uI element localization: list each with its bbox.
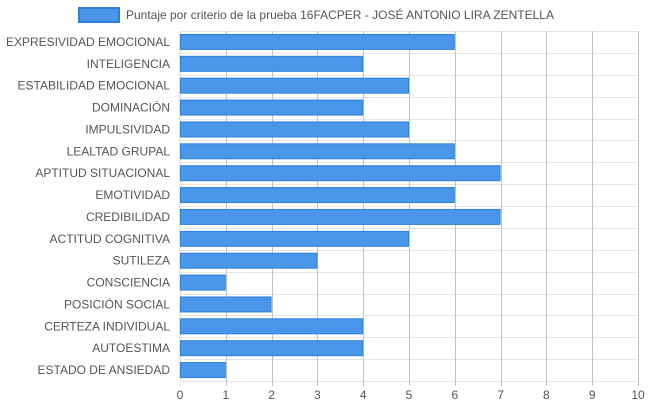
bar[interactable] [180, 99, 364, 116]
x-tick-label: 1 [222, 388, 229, 402]
category-label: AUTOESTIMA [92, 341, 170, 355]
category-label: ACTITUD COGNITIVA [50, 232, 170, 246]
bar[interactable] [180, 274, 226, 291]
x-tick-label: 8 [543, 388, 550, 402]
category-label: APTITUD SITUACIONAL [35, 166, 170, 180]
x-tick-label: 3 [314, 388, 321, 402]
x-tick-label: 2 [268, 388, 275, 402]
bars [180, 33, 501, 379]
bar[interactable] [180, 230, 409, 247]
legend-swatch [78, 7, 120, 23]
category-label: LEALTAD GRUPAL [67, 144, 171, 158]
x-tick-label: 9 [589, 388, 596, 402]
bar[interactable] [180, 340, 364, 357]
category-label: EMOTIVIDAD [95, 188, 170, 202]
x-tick-label: 5 [406, 388, 413, 402]
grid [179, 31, 639, 386]
category-label: EXPRESIVIDAD EMOCIONAL [6, 35, 170, 49]
category-label: ESTADO DE ANSIEDAD [38, 363, 171, 377]
x-axis-labels: 0 1 2 3 4 5 6 7 8 9 10 [177, 388, 645, 402]
bar[interactable] [180, 143, 455, 160]
y-axis-labels: EXPRESIVIDAD EMOCIONAL INTELIGENCIA ESTABI… [6, 35, 170, 377]
legend[interactable]: Puntaje por criterio de la prueba 16FACP… [78, 7, 554, 23]
bar[interactable] [180, 121, 409, 138]
x-tick-label: 7 [497, 388, 504, 402]
bar[interactable] [180, 33, 455, 50]
bar[interactable] [180, 187, 455, 204]
bar[interactable] [180, 296, 272, 313]
category-label: INTELIGENCIA [87, 57, 170, 71]
category-label: DOMINACIÓN [92, 100, 170, 115]
legend-label: Puntaje por criterio de la prueba 16FACP… [126, 7, 554, 22]
category-label: CREDIBILIDAD [86, 210, 170, 224]
category-label: IMPULSIVIDAD [85, 122, 170, 136]
bar[interactable] [180, 208, 501, 225]
category-label: POSICIÓN SOCIAL [64, 296, 170, 311]
bar[interactable] [180, 55, 364, 72]
bar[interactable] [180, 318, 364, 335]
bar[interactable] [180, 165, 501, 182]
x-tick-label: 4 [360, 388, 367, 402]
bar[interactable] [180, 252, 318, 269]
category-label: ESTABILIDAD EMOCIONAL [18, 79, 171, 93]
x-tick-label: 10 [631, 388, 645, 402]
category-label: SUTILEZA [113, 254, 170, 268]
category-label: CERTEZA INDIVIDUAL [44, 319, 170, 333]
bar[interactable] [180, 77, 409, 94]
x-tick-label: 0 [177, 388, 184, 402]
category-label: CONSCIENCIA [87, 276, 170, 290]
bar[interactable] [180, 362, 226, 379]
x-tick-label: 6 [451, 388, 458, 402]
